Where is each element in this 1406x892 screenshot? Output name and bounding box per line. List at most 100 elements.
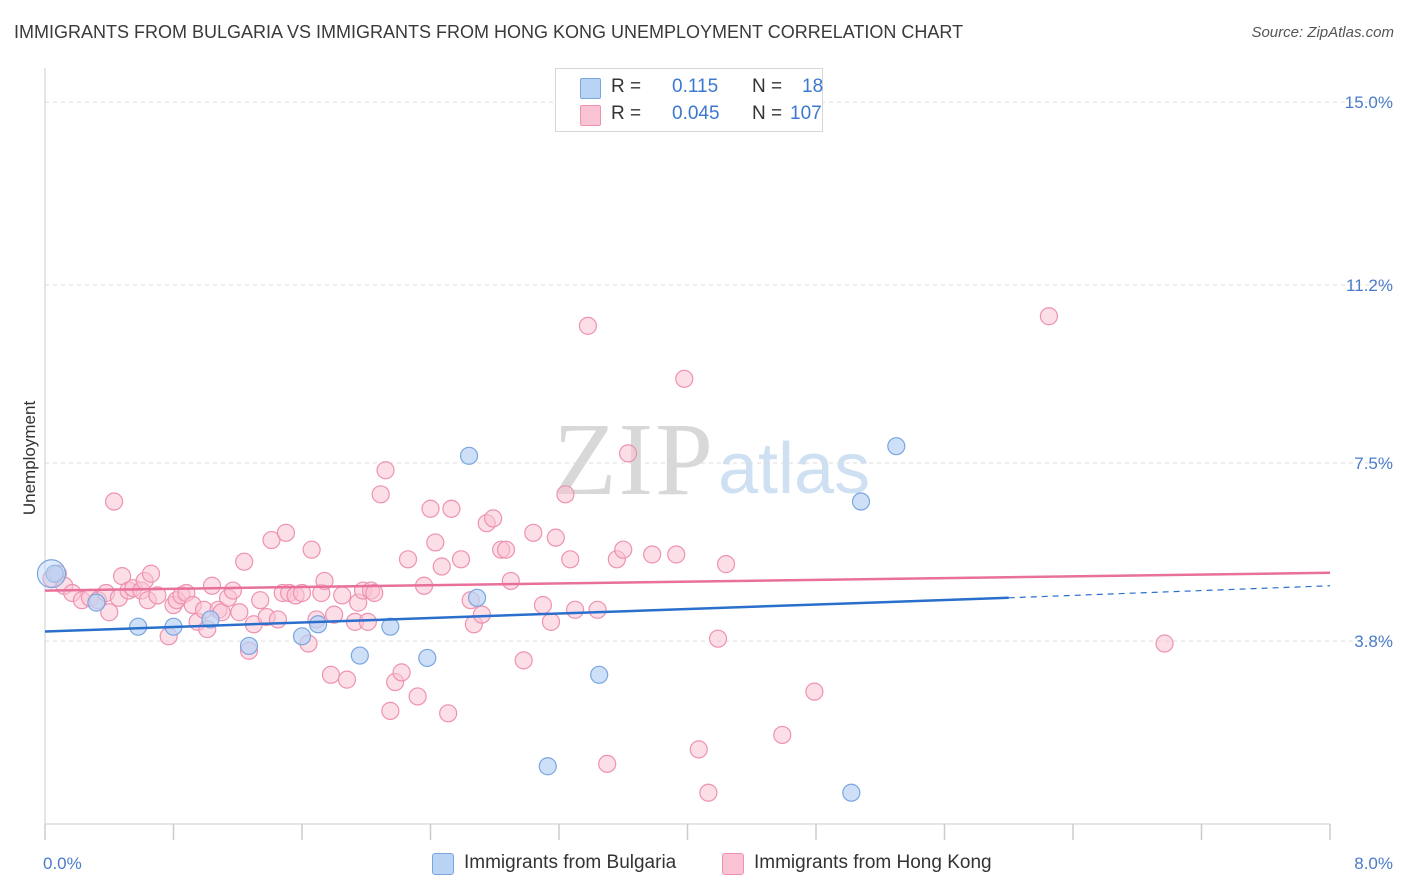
- data-point-hong-kong: [805, 682, 824, 701]
- data-point-hong-kong: [321, 665, 341, 684]
- data-point-hong-kong: [325, 605, 344, 624]
- data-point-bulgaria: [201, 610, 220, 629]
- data-point-hong-kong: [432, 557, 451, 576]
- data-point-hong-kong: [716, 555, 736, 574]
- data-point-hong-kong: [708, 629, 728, 648]
- data-point-bulgaria: [467, 588, 487, 607]
- data-point-hong-kong: [337, 670, 357, 689]
- y-tick-label: 15.0%: [1345, 93, 1393, 112]
- bottom-legend-label-hong-kong: Immigrants from Hong Kong: [754, 852, 992, 873]
- data-point-bulgaria: [851, 492, 871, 511]
- data-point-hong-kong: [1039, 307, 1059, 326]
- data-point-hong-kong: [546, 528, 565, 547]
- data-point-hong-kong: [541, 612, 561, 631]
- data-point-hong-kong: [376, 461, 395, 480]
- data-point-bulgaria: [45, 564, 64, 583]
- data-point-hong-kong: [141, 564, 161, 583]
- data-point-cluster: [36, 559, 67, 589]
- data-point-hong-kong: [292, 583, 312, 603]
- bottom-legend-label-bulgaria: Immigrants from Bulgaria: [464, 852, 677, 873]
- legend-r-label: R =: [611, 76, 642, 97]
- chart-title: IMMIGRANTS FROM BULGARIA VS IMMIGRANTS F…: [14, 22, 964, 42]
- data-point-bulgaria: [842, 783, 861, 802]
- y-tick-label: 7.5%: [1354, 454, 1393, 473]
- data-point-hong-kong: [104, 492, 124, 511]
- data-point-hong-kong: [556, 485, 575, 504]
- data-point-hong-kong: [643, 545, 662, 564]
- legend: R = 0.115 N = 18 R = 0.045 N = 107: [555, 68, 823, 132]
- data-point-hong-kong: [268, 610, 288, 629]
- data-point-hong-kong: [371, 485, 390, 504]
- data-point-hong-kong: [472, 605, 491, 624]
- trend-line-hong-kong: [44, 571, 1331, 592]
- data-point-hong-kong: [533, 595, 553, 615]
- data-point-hong-kong: [408, 687, 427, 706]
- data-point-hong-kong: [398, 550, 418, 569]
- data-point-hong-kong: [302, 540, 321, 559]
- data-point-hong-kong: [442, 499, 461, 518]
- data-point-bulgaria: [538, 757, 557, 776]
- y-tick-label: 11.2%: [1346, 276, 1393, 295]
- legend-n-label: N =: [752, 103, 783, 124]
- series-hong-kong: [42, 307, 1174, 802]
- bottom-legend-swatch-bulgaria: [432, 853, 454, 875]
- data-point-hong-kong: [262, 530, 281, 550]
- legend-n-value: 107: [790, 103, 822, 124]
- data-point-hong-kong: [667, 545, 686, 564]
- data-point-bulgaria: [459, 446, 479, 465]
- data-point-bulgaria: [239, 636, 259, 656]
- legend-swatch-bulgaria: [580, 78, 601, 99]
- data-point-hong-kong: [251, 591, 270, 610]
- y-tick-label: 3.8%: [1354, 632, 1393, 651]
- tick-labels: 3.8% 7.5% 11.2% 15.0% 0.0% 8.0%: [43, 93, 1393, 873]
- data-point-bulgaria: [590, 665, 609, 684]
- data-point-hong-kong: [223, 581, 243, 600]
- x-tick-label: 8.0%: [1354, 854, 1393, 873]
- data-point-bulgaria: [129, 617, 148, 636]
- watermark-atlas: atlas: [718, 429, 871, 509]
- data-point-hong-kong: [618, 444, 638, 463]
- data-point-hong-kong: [421, 499, 440, 518]
- data-point-hong-kong: [484, 509, 503, 528]
- data-point-hong-kong: [148, 586, 167, 605]
- data-point-hong-kong: [598, 754, 617, 773]
- data-point-bulgaria: [418, 648, 437, 668]
- data-point-hong-kong: [392, 663, 411, 682]
- data-point-hong-kong: [100, 603, 119, 622]
- legend-swatch-hong-kong: [580, 105, 601, 126]
- data-point-hong-kong: [276, 523, 296, 542]
- trend-line-bulgaria: [44, 596, 1009, 633]
- legend-r-value: 0.045: [672, 103, 720, 124]
- data-point-hong-kong: [439, 704, 458, 723]
- data-point-hong-kong: [496, 540, 516, 559]
- data-point-hong-kong: [381, 701, 400, 720]
- data-point-hong-kong: [588, 600, 607, 619]
- y-axis-label: Unemployment: [20, 401, 39, 516]
- data-point-hong-kong: [501, 571, 520, 591]
- data-point-hong-kong: [358, 612, 377, 631]
- data-point-hong-kong: [365, 583, 384, 603]
- data-point-hong-kong: [578, 316, 598, 335]
- legend-n-label: N =: [752, 76, 783, 97]
- data-point-hong-kong: [451, 550, 471, 569]
- data-point-hong-kong: [235, 552, 254, 571]
- data-point-hong-kong: [524, 523, 543, 542]
- data-point-bulgaria: [350, 646, 369, 665]
- data-point-hong-kong: [565, 600, 585, 619]
- source-label: Source: ZipAtlas.com: [1251, 24, 1394, 41]
- data-point-bulgaria: [292, 627, 312, 646]
- trend-line-bulgaria-extension: [1008, 585, 1331, 599]
- legend-r-label: R =: [611, 103, 642, 124]
- data-point-hong-kong: [333, 586, 352, 605]
- data-point-hong-kong: [202, 576, 222, 595]
- x-tick-label: 0.0%: [43, 854, 82, 873]
- bottom-legend-swatch-hong-kong: [722, 853, 744, 875]
- data-point-hong-kong: [426, 533, 445, 552]
- data-point-hong-kong: [514, 651, 533, 670]
- data-point-hong-kong: [773, 725, 792, 745]
- legend-r-value: 0.115: [672, 76, 719, 97]
- legend-n-value: 18: [802, 76, 824, 97]
- axes: [44, 68, 1331, 840]
- data-point-hong-kong: [1155, 634, 1174, 653]
